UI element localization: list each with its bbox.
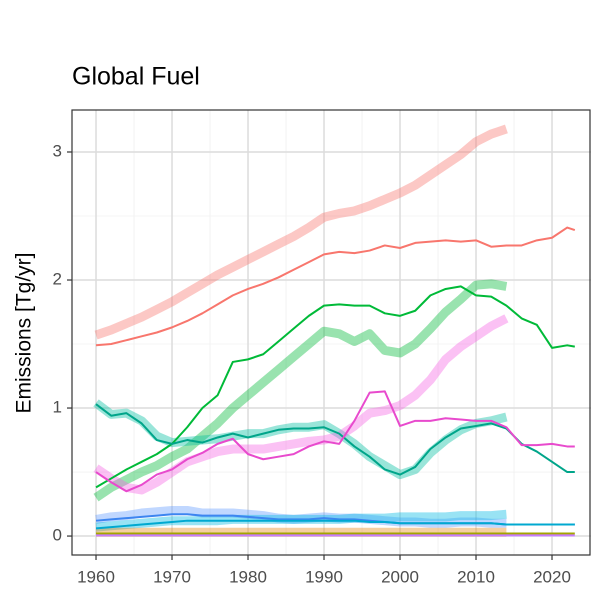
series-line [95,285,575,489]
y-tick-label: 2 [53,269,62,288]
panel-border [71,109,591,556]
y-axis-label: Emissions [Tg/yr] [13,252,36,413]
y-tick-label: 3 [53,141,62,160]
series-line [94,124,508,340]
series-line [93,279,508,502]
x-tick-label: 1970 [153,567,191,586]
series-line [95,403,575,476]
series-line [93,314,509,495]
x-tick-label: 2020 [533,567,571,586]
grid [72,110,591,555]
y-tick-label: 1 [53,398,62,417]
series-line [93,399,508,480]
x-tick-label: 2000 [381,567,419,586]
y-tick-label: 0 [53,526,62,545]
plot-lines [93,124,576,537]
series-line [95,226,576,347]
x-tick-label: 1990 [305,567,343,586]
series-line [95,519,575,530]
series-line [95,390,575,493]
x-tick-label: 2010 [457,567,495,586]
x-tick-label: 1980 [229,567,267,586]
chart-title: Global Fuel [72,63,200,91]
x-tick-label: 1960 [77,567,115,586]
